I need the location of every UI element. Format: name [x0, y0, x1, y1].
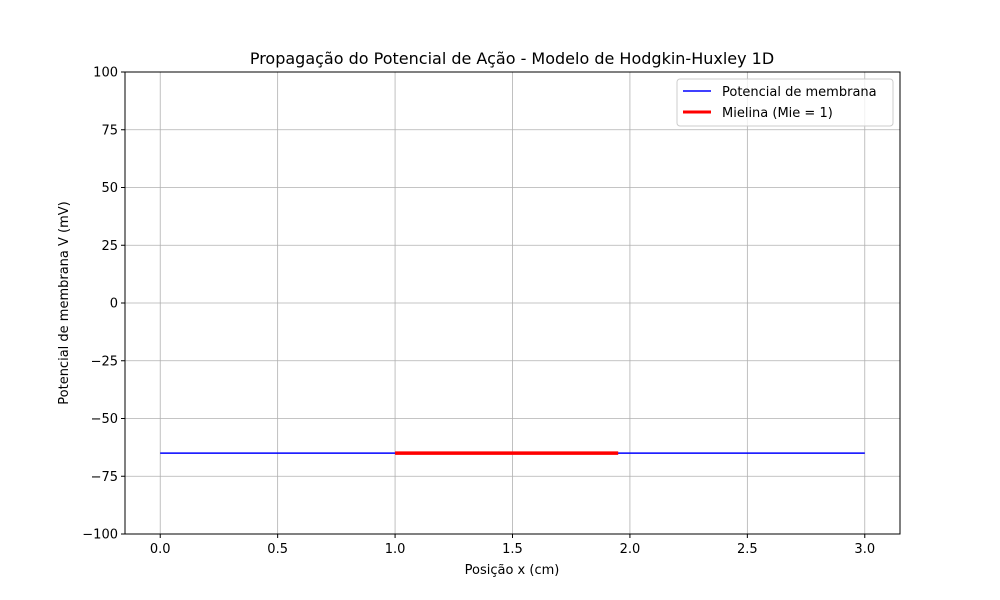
y-tick-label: 100	[93, 66, 118, 81]
x-tick-label: 2.0	[620, 542, 641, 557]
y-axis-label: Potencial de membrana V (mV)	[57, 201, 72, 404]
legend: Potencial de membrana Mielina (Mie = 1)	[676, 78, 894, 127]
x-tick-label: 0.0	[150, 542, 171, 557]
x-tick-label: 0.5	[267, 542, 288, 557]
legend-label-potencial: Potencial de membrana	[722, 85, 877, 100]
y-tick-label: −50	[91, 412, 118, 427]
y-axis: 100 75 50 25 0 −25 −50 −75 −100	[82, 66, 125, 543]
y-tick-label: −25	[91, 354, 118, 369]
x-tick-label: 2.5	[737, 542, 758, 557]
y-tick-label: 75	[101, 123, 118, 138]
chart-title: Propagação do Potencial de Ação - Modelo…	[250, 49, 774, 68]
y-tick-label: 50	[101, 181, 118, 196]
y-tick-label: 0	[110, 297, 118, 312]
x-tick-label: 1.5	[502, 542, 523, 557]
y-tick-label: −75	[91, 470, 118, 485]
y-tick-label: 25	[101, 239, 118, 254]
x-tick-label: 3.0	[854, 542, 875, 557]
legend-box	[676, 78, 894, 127]
legend-label-mielina: Mielina (Mie = 1)	[722, 106, 833, 121]
x-tick-label: 1.0	[385, 542, 406, 557]
x-axis-label: Posição x (cm)	[465, 563, 560, 578]
y-tick-label: −100	[82, 528, 118, 543]
x-axis: 0.0 0.5 1.0 1.5 2.0 2.5 3.0	[150, 534, 875, 557]
